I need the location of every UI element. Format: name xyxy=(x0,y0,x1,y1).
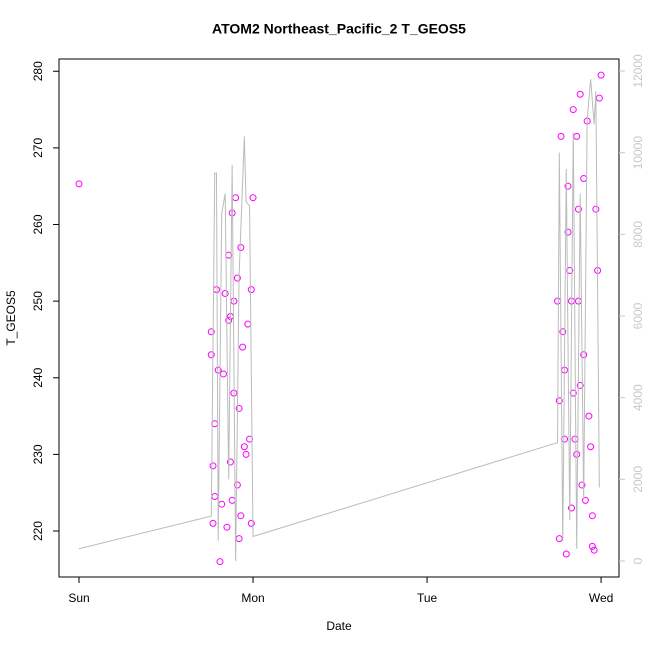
point xyxy=(597,71,605,79)
point xyxy=(214,366,222,374)
point xyxy=(592,205,600,213)
point xyxy=(569,389,577,397)
point xyxy=(240,443,248,451)
point xyxy=(574,205,582,213)
point xyxy=(564,228,572,236)
y2-tick-label: 4000 xyxy=(631,384,645,411)
point xyxy=(578,481,586,489)
y2-tick-label: 8000 xyxy=(631,221,645,248)
point xyxy=(580,351,588,359)
point xyxy=(555,397,563,405)
y2-tick-label: 10000 xyxy=(631,136,645,170)
point xyxy=(207,328,215,336)
point xyxy=(226,458,234,466)
point xyxy=(569,106,577,114)
point xyxy=(225,316,233,324)
x-tick-label: Tue xyxy=(417,591,438,605)
point xyxy=(587,443,595,451)
point xyxy=(247,286,255,294)
point xyxy=(246,435,254,443)
y-tick-label: 230 xyxy=(31,444,45,464)
y2-tick-label: 0 xyxy=(631,557,645,564)
point xyxy=(576,381,584,389)
point xyxy=(573,450,581,458)
point xyxy=(590,546,598,554)
x-tick-label: Mon xyxy=(241,591,264,605)
point xyxy=(233,274,241,282)
point xyxy=(585,412,593,420)
y-axis-label: T_GEOS5 xyxy=(4,290,18,346)
point xyxy=(247,519,255,527)
point xyxy=(588,512,596,520)
y2-tick-label: 2000 xyxy=(631,466,645,493)
point xyxy=(216,558,224,566)
point xyxy=(564,182,572,190)
point xyxy=(209,462,217,470)
point xyxy=(249,194,257,202)
point xyxy=(567,504,575,512)
point xyxy=(557,132,565,140)
x-axis-label: Date xyxy=(326,619,352,633)
point xyxy=(581,496,589,504)
point xyxy=(242,450,250,458)
point xyxy=(566,266,574,274)
line xyxy=(78,79,600,562)
y2-tick-label: 12000 xyxy=(631,54,645,88)
point xyxy=(576,90,584,98)
point xyxy=(588,542,596,550)
y-tick-label: 270 xyxy=(31,138,45,158)
y-tick-label: 280 xyxy=(31,61,45,81)
point xyxy=(237,244,245,252)
point xyxy=(237,512,245,520)
point xyxy=(75,180,83,188)
point xyxy=(239,343,247,351)
y-tick-label: 240 xyxy=(31,367,45,387)
point xyxy=(559,328,567,336)
y-tick-label: 260 xyxy=(31,214,45,234)
y-tick-label: 250 xyxy=(31,291,45,311)
y-tick-label: 220 xyxy=(31,521,45,541)
y2-tick-label: 6000 xyxy=(631,302,645,329)
point xyxy=(223,523,231,531)
point xyxy=(562,550,570,558)
x-tick-label: Sun xyxy=(68,591,89,605)
point xyxy=(221,289,229,297)
point xyxy=(233,481,241,489)
point xyxy=(207,351,215,359)
point xyxy=(235,404,243,412)
plot-frame xyxy=(58,58,620,578)
point xyxy=(209,519,217,527)
x-tick-label: Wed xyxy=(589,591,613,605)
chart-title: ATOM2 Northeast_Pacific_2 T_GEOS5 xyxy=(212,21,466,37)
